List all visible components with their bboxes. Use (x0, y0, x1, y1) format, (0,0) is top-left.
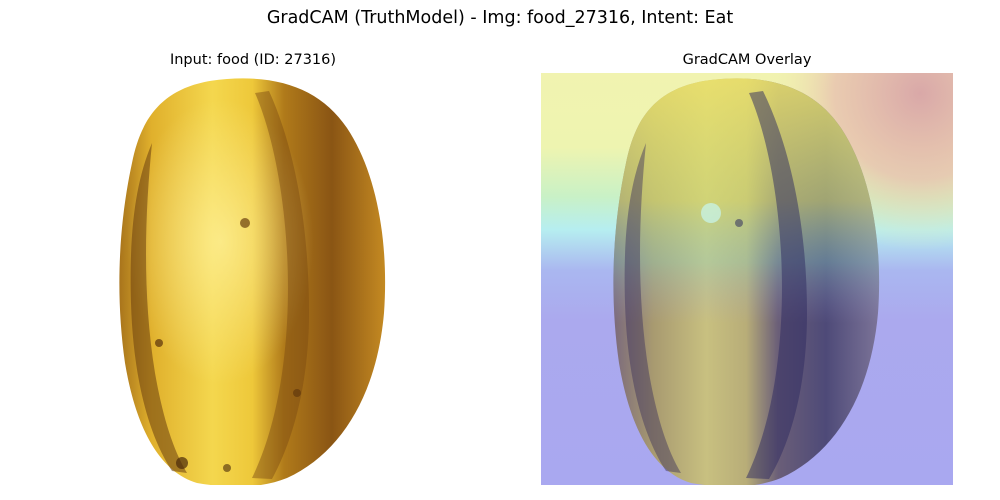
overlay-panel-title: GradCAM Overlay (682, 52, 812, 68)
gradcam-overlay-image (541, 73, 953, 485)
figure-title: GradCAM (TruthModel) - Img: food_27316, … (266, 8, 734, 28)
input-image (47, 73, 459, 485)
input-panel-title: Input: food (ID: 27316) (169, 52, 337, 68)
gradcam-overlay-graphic (541, 73, 953, 485)
starfruit-input-graphic (47, 73, 459, 485)
